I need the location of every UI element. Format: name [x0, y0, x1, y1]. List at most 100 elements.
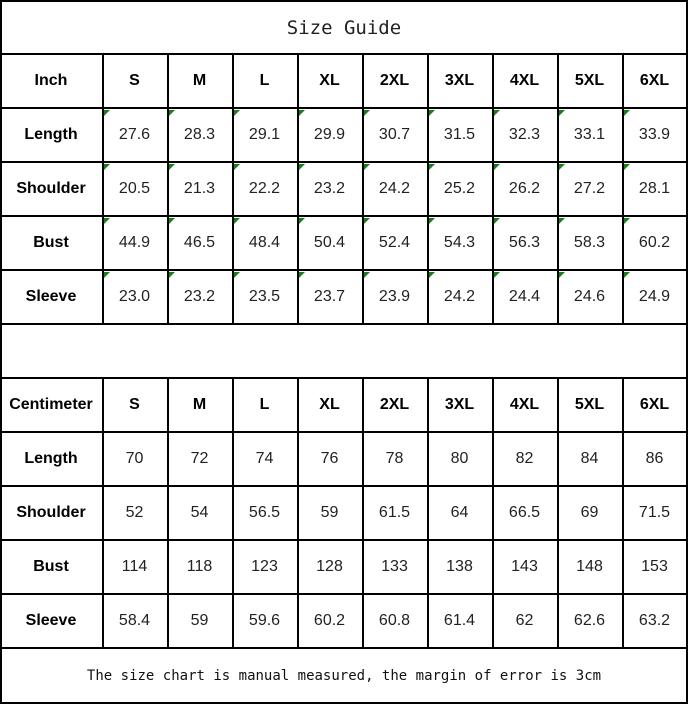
- cm-cell-shoulder-5xl: 69: [580, 504, 599, 521]
- cm-cell-shoulder-6xl: 71.5: [638, 504, 671, 521]
- inch-row-divider: [0, 53, 688, 55]
- cm-col-divider: [362, 378, 364, 648]
- cell-marker-icon: [624, 218, 630, 224]
- cm-col-divider: [622, 378, 624, 648]
- inch-cell-sleeve-2xl: 23.9: [378, 288, 411, 305]
- cm-cell-length-m: 72: [190, 450, 209, 467]
- inch-row-divider: [0, 215, 688, 217]
- cm-row-label-length: Length: [24, 450, 78, 467]
- cm-size-header-xl: XL: [319, 396, 340, 413]
- cm-cell-length-xl: 76: [320, 450, 339, 467]
- inch-cell-length-xl: 29.9: [313, 126, 346, 143]
- bottom-border: [0, 702, 688, 704]
- inch-col-divider: [232, 54, 234, 324]
- cm-col-divider: [232, 378, 234, 648]
- footer-divider: [0, 647, 688, 649]
- cell-marker-icon: [234, 218, 240, 224]
- inch-cell-sleeve-4xl: 24.4: [508, 288, 541, 305]
- inch-row-label-length: Length: [24, 126, 78, 143]
- cell-marker-icon: [559, 110, 565, 116]
- cm-cell-bust-m: 118: [186, 558, 213, 575]
- cm-size-header-m: M: [192, 396, 207, 413]
- cm-cell-sleeve-3xl: 61.4: [443, 612, 476, 629]
- inch-cell-bust-4xl: 56.3: [508, 234, 541, 251]
- inch-cell-bust-m: 46.5: [183, 234, 216, 251]
- cm-cell-bust-2xl: 133: [381, 558, 408, 575]
- cm-cell-length-5xl: 84: [580, 450, 599, 467]
- inch-cell-shoulder-4xl: 26.2: [508, 180, 541, 197]
- cm-cell-bust-6xl: 153: [641, 558, 668, 575]
- inch-cell-length-6xl: 33.9: [638, 126, 671, 143]
- inch-row-label-sleeve: Sleeve: [25, 288, 77, 305]
- cm-cell-sleeve-6xl: 63.2: [638, 612, 671, 629]
- inch-size-header-2xl: 2XL: [379, 72, 410, 89]
- cell-marker-icon: [364, 272, 370, 278]
- cell-marker-icon: [494, 272, 500, 278]
- cm-col-divider: [102, 378, 104, 648]
- cm-cell-bust-s: 114: [121, 558, 148, 575]
- inch-cell-shoulder-l: 22.2: [248, 180, 281, 197]
- cm-size-header-l: L: [259, 396, 270, 413]
- cm-cell-shoulder-s: 52: [125, 504, 144, 521]
- cm-cell-bust-5xl: 148: [576, 558, 603, 575]
- inch-row-divider: [0, 107, 688, 109]
- cell-marker-icon: [559, 218, 565, 224]
- cm-size-header-2xl: 2XL: [379, 396, 410, 413]
- inch-cell-bust-s: 44.9: [118, 234, 151, 251]
- inch-cell-bust-3xl: 54.3: [443, 234, 476, 251]
- inch-cell-sleeve-l: 23.5: [248, 288, 281, 305]
- inch-cell-sleeve-m: 23.2: [183, 288, 216, 305]
- inch-cell-shoulder-5xl: 27.2: [573, 180, 606, 197]
- inch-size-header-3xl: 3XL: [444, 72, 475, 89]
- cell-marker-icon: [559, 272, 565, 278]
- inch-row-divider: [0, 269, 688, 271]
- inch-row-divider: [0, 323, 688, 325]
- cm-cell-length-2xl: 78: [385, 450, 404, 467]
- left-border: [0, 0, 2, 704]
- cm-row-label-sleeve: Sleeve: [25, 612, 77, 629]
- cm-cell-bust-3xl: 138: [446, 558, 473, 575]
- cm-cell-shoulder-l: 56.5: [248, 504, 281, 521]
- cell-marker-icon: [299, 272, 305, 278]
- inch-cell-length-m: 28.3: [183, 126, 216, 143]
- cm-row-label-shoulder: Shoulder: [16, 504, 86, 521]
- inch-unit-header: Inch: [34, 72, 68, 89]
- cm-row-label-bust: Bust: [33, 558, 69, 575]
- cm-col-divider: [297, 378, 299, 648]
- cell-marker-icon: [364, 110, 370, 116]
- cm-cell-length-4xl: 82: [515, 450, 534, 467]
- inch-size-header-4xl: 4XL: [509, 72, 540, 89]
- inch-col-divider: [102, 54, 104, 324]
- cell-marker-icon: [234, 110, 240, 116]
- cm-cell-length-3xl: 80: [450, 450, 469, 467]
- inch-size-header-5xl: 5XL: [574, 72, 605, 89]
- cm-cell-shoulder-3xl: 64: [450, 504, 469, 521]
- inch-cell-bust-2xl: 52.4: [378, 234, 411, 251]
- inch-cell-length-4xl: 32.3: [508, 126, 541, 143]
- inch-cell-sleeve-3xl: 24.2: [443, 288, 476, 305]
- inch-cell-bust-xl: 50.4: [313, 234, 346, 251]
- inch-col-divider: [167, 54, 169, 324]
- cell-marker-icon: [104, 272, 110, 278]
- cell-marker-icon: [559, 164, 565, 170]
- inch-cell-shoulder-2xl: 24.2: [378, 180, 411, 197]
- inch-size-header-6xl: 6XL: [639, 72, 670, 89]
- cm-row-divider: [0, 539, 688, 541]
- cm-cell-shoulder-m: 54: [190, 504, 209, 521]
- inch-col-divider: [492, 54, 494, 324]
- cell-marker-icon: [429, 110, 435, 116]
- cell-marker-icon: [494, 218, 500, 224]
- inch-cell-length-l: 29.1: [248, 126, 281, 143]
- cm-row-divider: [0, 377, 688, 379]
- inch-row-divider: [0, 161, 688, 163]
- cm-cell-length-s: 70: [125, 450, 144, 467]
- cm-cell-sleeve-xl: 60.2: [313, 612, 346, 629]
- cell-marker-icon: [624, 272, 630, 278]
- cm-cell-sleeve-5xl: 62.6: [573, 612, 606, 629]
- inch-size-header-xl: XL: [319, 72, 340, 89]
- cell-marker-icon: [234, 272, 240, 278]
- cm-cell-sleeve-m: 59: [190, 612, 209, 629]
- inch-cell-length-3xl: 31.5: [443, 126, 476, 143]
- cell-marker-icon: [299, 110, 305, 116]
- cm-row-divider: [0, 593, 688, 595]
